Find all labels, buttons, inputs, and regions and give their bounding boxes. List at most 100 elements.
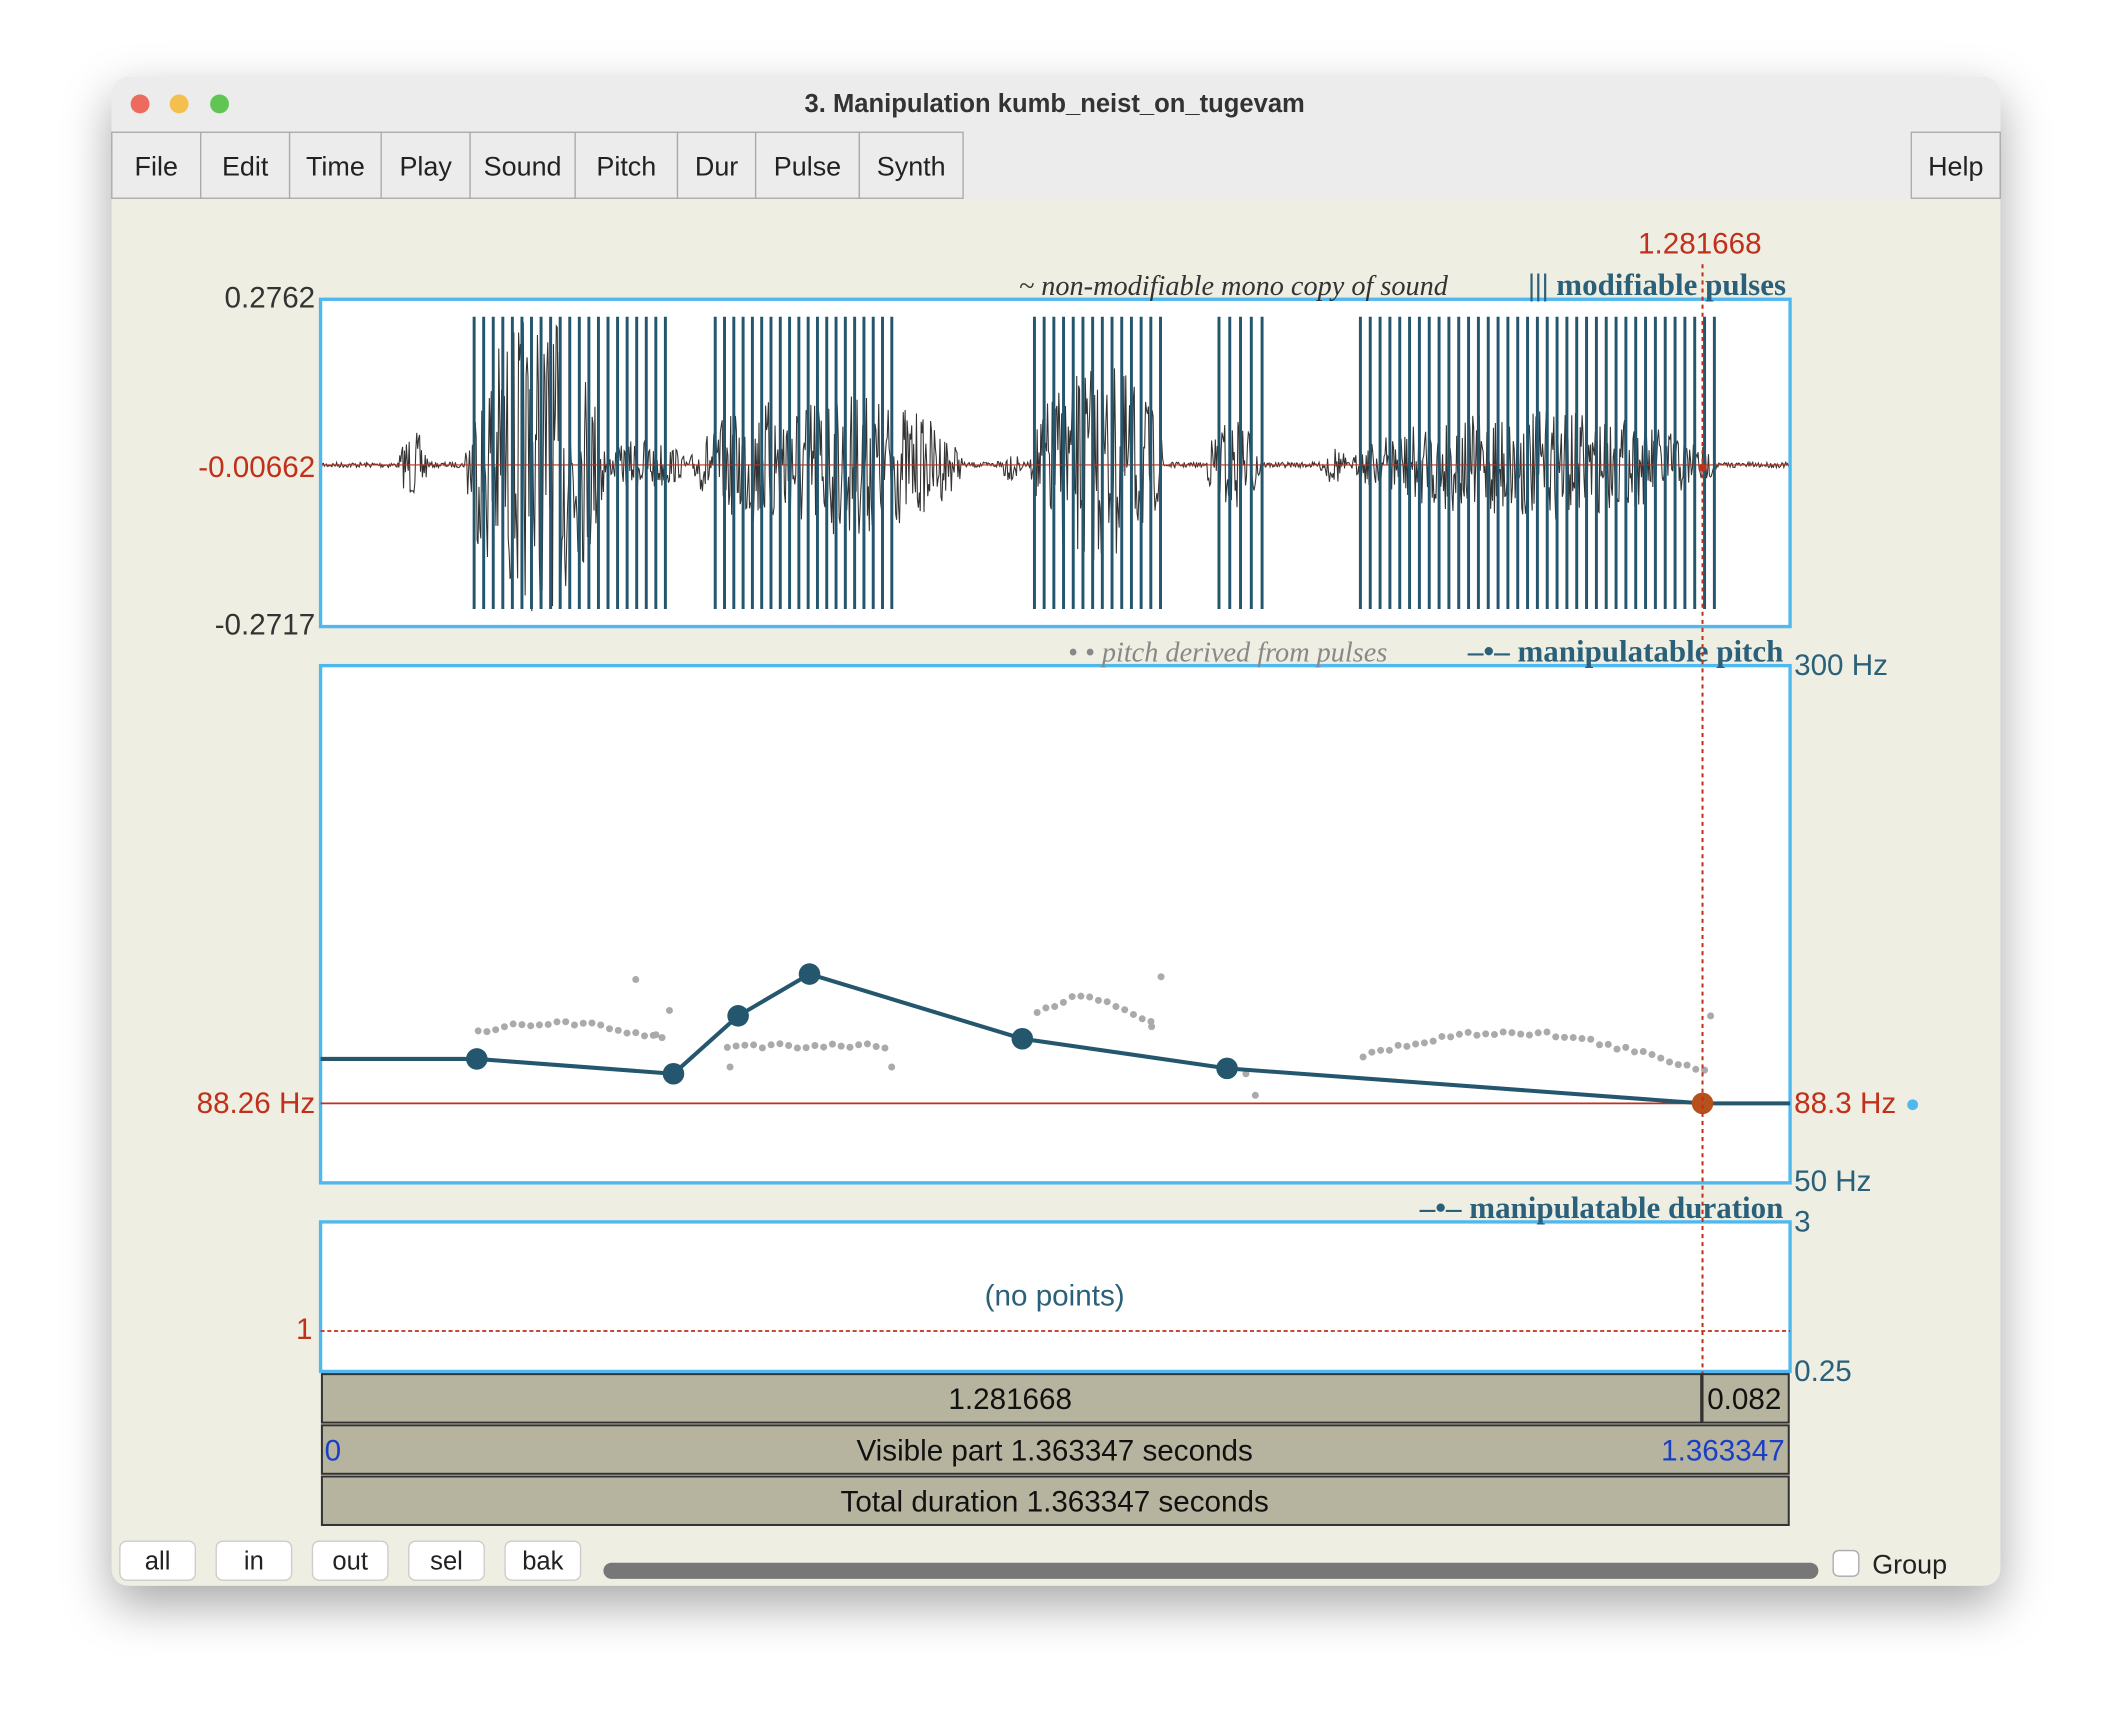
derived-pitch-dot [1648, 1050, 1656, 1058]
derived-pitch-dot [1683, 1061, 1691, 1069]
derived-pitch-dot [605, 1025, 613, 1033]
window-title: 3. Manipulation kumb_neist_on_tugevam [805, 90, 1305, 118]
pulses [1358, 316, 1716, 610]
menu-item-label[interactable]: Edit [222, 151, 269, 181]
duration-empty: (no points) [985, 1279, 1125, 1312]
zoom-button[interactable] [408, 1540, 485, 1581]
pitch-point[interactable] [662, 1062, 685, 1085]
derived-pitch-dot [793, 1044, 801, 1052]
close-button[interactable] [130, 94, 150, 114]
sound-top: 0.2762 [225, 281, 316, 314]
minimize-button[interactable] [169, 94, 189, 114]
visible-end: 1.363347 [1661, 1434, 1785, 1467]
derived-pitch-dot [1552, 1033, 1560, 1041]
menu-item[interactable] [111, 131, 202, 199]
cursor-time: 1.281668 [1638, 227, 1762, 260]
menu-item[interactable] [754, 131, 861, 199]
menu-item-label[interactable]: Sound [484, 151, 562, 181]
derived-pitch-dot [872, 1043, 880, 1051]
derived-pitch-dot [1560, 1033, 1568, 1041]
menu-item[interactable] [200, 131, 291, 199]
pitch-panel[interactable] [318, 663, 1792, 1185]
derived-pitch-dot [855, 1041, 863, 1049]
derived-pitch-dot [641, 1032, 649, 1040]
derived-pitch-dot [1707, 1012, 1715, 1020]
zoom-button-label[interactable]: in [244, 1547, 264, 1575]
derived-pitch-dot [1068, 993, 1076, 1001]
derived-pitch-dot [614, 1026, 622, 1034]
scrollbar[interactable] [603, 1562, 1819, 1579]
zoom-button-label[interactable]: bak [522, 1547, 563, 1575]
menu-item-label[interactable]: Pitch [596, 151, 656, 181]
zoom-button-label[interactable]: sel [430, 1547, 463, 1575]
total-bar[interactable] [320, 1475, 1790, 1526]
derived-pitch-dot [1112, 1003, 1120, 1011]
derived-pitch-dot [1094, 996, 1102, 1004]
derived-pitch-dot [1517, 1030, 1525, 1038]
menu-item-label[interactable]: Pulse [774, 151, 841, 181]
derived-pitch-dot [1543, 1028, 1551, 1036]
menu-item[interactable] [574, 131, 679, 199]
visible-bar[interactable] [320, 1424, 1790, 1475]
menu-item-label[interactable]: Dur [695, 151, 738, 181]
derived-pitch-dot [1129, 1010, 1137, 1018]
derived-pitch-dot [579, 1019, 587, 1027]
cursor-bar-right[interactable] [1701, 1373, 1790, 1424]
derived-pitch-dot [1604, 1040, 1612, 1048]
cursor-bar-left-text: 1.281668 [948, 1383, 1072, 1416]
duration-cursor-left: 1 [296, 1313, 312, 1346]
zoom-button[interactable] [504, 1540, 582, 1581]
help-menu-label[interactable]: Help [1928, 151, 1983, 181]
derived-pitch-dot [588, 1019, 596, 1027]
menu-item-label[interactable]: File [135, 151, 178, 181]
derived-pitch-dot [785, 1041, 793, 1049]
zoom-button-label[interactable]: out [332, 1547, 368, 1575]
derived-pitch-dot [726, 1063, 734, 1071]
derived-pitch-dot [1429, 1037, 1437, 1045]
menu-item-label[interactable]: Play [399, 151, 452, 181]
menu-item[interactable] [858, 131, 964, 199]
zoom-button[interactable] [215, 1540, 293, 1581]
pitch-point[interactable] [1216, 1057, 1238, 1080]
menu-item-label[interactable]: Time [306, 151, 365, 181]
menu-item[interactable] [469, 131, 576, 199]
derived-pitch-dot [723, 1043, 731, 1051]
derived-pitch-dot [1525, 1031, 1533, 1039]
derived-pitch-dot [483, 1028, 491, 1036]
duration-panel[interactable] [318, 1220, 1792, 1374]
menu-item-label[interactable]: Synth [877, 151, 946, 181]
derived-pitch-dot [1490, 1031, 1498, 1039]
sound-panel[interactable] [318, 297, 1792, 629]
derived-pitch-dot [1666, 1058, 1674, 1066]
menu-item[interactable] [380, 131, 471, 199]
pitch-point[interactable] [1011, 1027, 1034, 1050]
derived-pitch-dot [1639, 1048, 1647, 1056]
derived-pitch-dot [1613, 1045, 1621, 1053]
derived-pitch-dot [1578, 1034, 1586, 1042]
group-checkbox[interactable] [1832, 1549, 1860, 1577]
pulses [713, 316, 894, 610]
derived-pitch-dot [623, 1029, 631, 1037]
pitch-cursor-right: 88.3 Hz [1794, 1087, 1896, 1120]
pitch-point[interactable] [727, 1005, 749, 1027]
zoom-button[interactable] [119, 1540, 196, 1581]
cursor-bar-left[interactable] [320, 1373, 1703, 1424]
derived-pitch-dot [888, 1063, 896, 1071]
zoom-button-label[interactable]: all [145, 1547, 171, 1575]
zoom-button[interactable] [210, 94, 229, 114]
zoom-button[interactable] [311, 1540, 389, 1581]
help-menu[interactable] [1910, 131, 2001, 199]
pitch-point[interactable] [798, 963, 821, 985]
derived-pitch-dot [1147, 1017, 1155, 1025]
pitch-point[interactable] [466, 1048, 488, 1070]
derived-pitch-dot [837, 1042, 845, 1050]
derived-pitch-dot [652, 1031, 660, 1039]
selected-pitch-point[interactable] [1691, 1092, 1714, 1115]
menu-item[interactable] [676, 131, 757, 199]
derived-pitch-dot [1086, 993, 1094, 1001]
derived-pitch-dot [1148, 1023, 1156, 1031]
derived-pitch-dot [500, 1023, 508, 1031]
derived-pitch-dot [553, 1018, 561, 1026]
derived-pitch-dot [767, 1041, 775, 1049]
derived-pitch-dot [1569, 1034, 1577, 1042]
